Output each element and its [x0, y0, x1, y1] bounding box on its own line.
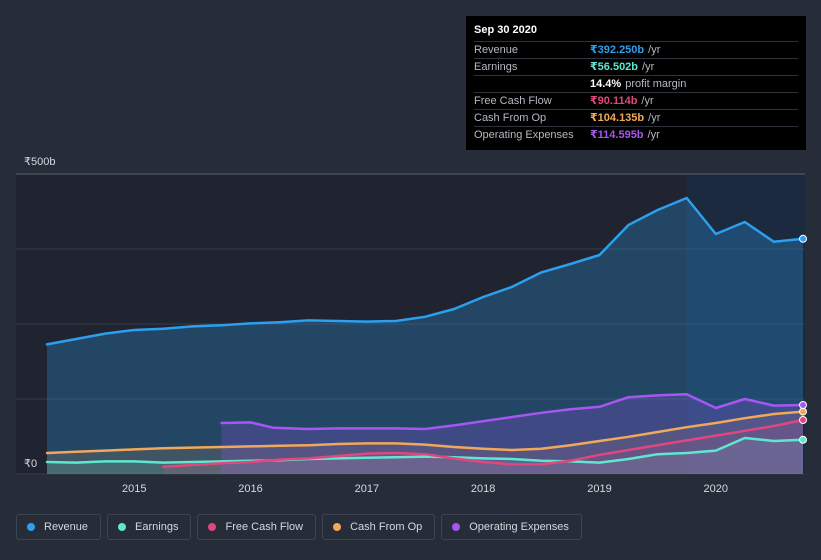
tooltip-row: Earnings ₹56.502b/yr [474, 59, 798, 76]
tooltip-row: Free Cash Flow ₹90.114b/yr [474, 93, 798, 110]
legend: Revenue Earnings Free Cash Flow Cash From O… [16, 514, 582, 542]
legend-item-revenue[interactable]: Revenue [16, 514, 102, 540]
tooltip-row-unit: /yr [641, 95, 654, 107]
series-end-marker-earnings [799, 435, 807, 444]
legend-label: Free Cash Flow [225, 521, 304, 533]
legend-item-free-cash-flow[interactable]: Free Cash Flow [197, 514, 317, 540]
series-line-cash-from-op [45, 410, 805, 455]
legend-dot-icon [208, 523, 217, 531]
series-line-earnings [45, 436, 805, 464]
tooltip-row-unit: /yr [642, 61, 655, 73]
legend-item-cash-from-op[interactable]: Cash From Op [322, 514, 436, 540]
series-line-revenue [45, 196, 805, 346]
x-tick-label: 2020 [704, 483, 728, 495]
x-tick-label: 2016 [238, 483, 262, 495]
chart-area: ₹500b ₹0 2015 2016 2017 2018 2019 2020 [16, 156, 807, 495]
tooltip-panel: Sep 30 2020 Revenue ₹392.250b/yr Earnings ₹… [466, 16, 806, 150]
tooltip-date: Sep 30 2020 [474, 24, 798, 42]
tooltip-row-value: ₹90.114b [590, 95, 638, 107]
legend-label: Cash From Op [350, 521, 423, 533]
x-tick-label: 2015 [122, 483, 146, 495]
tooltip-row-value: 14.4% [590, 78, 622, 90]
series-end-marker-revenue [799, 234, 807, 243]
tooltip-row-unit: /yr [648, 44, 661, 56]
tooltip-row-value: ₹56.502b [590, 61, 639, 73]
series-end-marker-free-cash-flow [799, 416, 807, 424]
tooltip-row-label [474, 76, 590, 92]
x-tick-label: 2019 [587, 483, 611, 495]
legend-label: Earnings [135, 521, 179, 533]
tooltip-row-value: ₹392.250b [590, 44, 645, 56]
series-line-operating-expenses [220, 392, 805, 431]
legend-label: Operating Expenses [469, 521, 569, 533]
x-tick-label: 2017 [355, 483, 379, 495]
y-axis-label: ₹500b [24, 156, 55, 168]
series-area-free-cash-flow [163, 420, 804, 474]
legend-dot-icon [452, 523, 461, 531]
tooltip-row-label: Free Cash Flow [474, 95, 552, 107]
x-tick-label: 2018 [471, 483, 495, 495]
tooltip-row-value: ₹104.135b [590, 112, 645, 124]
tooltip-row: Cash From Op ₹104.135b/yr [474, 110, 798, 127]
tooltip-row-unit: /yr [647, 129, 660, 141]
legend-label: Revenue [44, 521, 89, 533]
legend-dot-icon [27, 523, 35, 531]
tooltip-row-label: Revenue [474, 44, 519, 56]
legend-dot-icon [118, 523, 127, 531]
tooltip-row-label: Operating Expenses [474, 129, 574, 141]
series-line-free-cash-flow [162, 418, 805, 469]
legend-item-operating-expenses[interactable]: Operating Expenses [441, 514, 582, 540]
tooltip-row: Operating Expenses ₹114.595b/yr [474, 127, 798, 143]
tooltip-row: 14.4% profit margin [474, 76, 798, 93]
y-axis-label: ₹0 [24, 458, 37, 470]
legend-item-earnings[interactable]: Earnings [107, 514, 192, 540]
tooltip-row-label: Cash From Op [474, 112, 547, 124]
tooltip-row-unit: profit margin [625, 78, 687, 90]
legend-dot-icon [333, 523, 342, 531]
tooltip-row: Revenue ₹392.250b/yr [474, 42, 798, 59]
series-area-revenue [47, 198, 803, 474]
series-end-marker-cash-from-op [799, 407, 807, 416]
series-end-marker-operating-expenses [799, 401, 807, 409]
series-area-earnings [47, 438, 803, 474]
tooltip-row-value: ₹114.595b [590, 129, 644, 141]
tooltip-rows: Revenue ₹392.250b/yr Earnings ₹56.502b/yr 14… [474, 42, 798, 143]
tooltip-row-unit: /yr [648, 112, 661, 124]
series-area-cash-from-op [47, 411, 803, 474]
tooltip-row-label: Earnings [474, 61, 518, 73]
